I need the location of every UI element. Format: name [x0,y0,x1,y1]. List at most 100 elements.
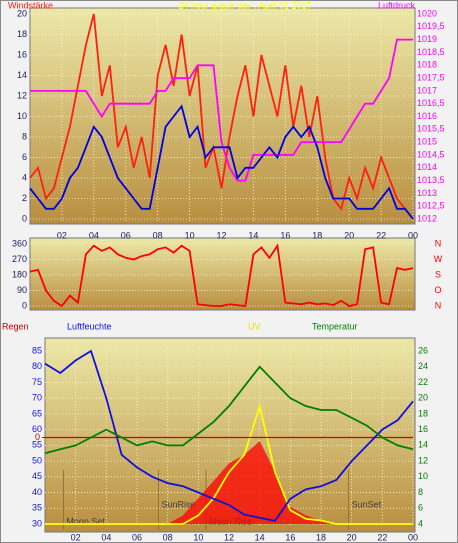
y-tick-label: 55 [32,440,42,450]
y2-tick-label: 1016,5 [417,98,445,108]
x-tick-label: 22 [377,532,387,542]
y2-tick-label: 18 [418,408,428,418]
compass-label: N [435,300,442,310]
y-tick-label: 85 [32,345,42,355]
y2-tick-label: 22 [418,377,428,387]
y-tick-label: 8 [22,131,27,141]
x-tick-label: 00 [408,230,418,240]
x-tick-label: 10 [193,532,203,542]
x-tick-label: 14 [248,230,258,240]
x-tick-label: 20 [347,532,357,542]
x-tick-label: 06 [121,230,131,240]
legend-label: UV [248,321,261,331]
y2-tick-label: 1019 [417,34,437,44]
line [44,349,414,522]
y2-tick-label: 1017 [417,85,437,95]
x-tick-label: 16 [280,230,290,240]
x-tick-label: 04 [101,532,111,542]
y-tick-label: 4 [22,172,27,182]
x-tick-label: 18 [312,230,322,240]
y-tick-label: 20 [17,8,27,18]
compass-label: W [434,254,443,264]
y-tick-label: 75 [32,377,42,387]
y2-tick-label: 10 [418,471,428,481]
y-tick-label: 65 [32,408,42,418]
x-tick-label: 12 [224,532,234,542]
y-tick-label: 30 [32,518,42,528]
y2-tick-label: 1020 [417,8,437,18]
y-tick-label: 270 [12,254,27,264]
y-tick-label: 40 [32,487,42,497]
y2-tick-label: 1012,5 [417,201,445,211]
y2-tick-label: 1014 [417,162,437,172]
y2-tick-label: 24 [418,361,428,371]
x-tick-label: 08 [163,532,173,542]
y2-tick-label: 16 [418,424,428,434]
legend-label: Regen [2,321,29,331]
y2-tick-label: 1013 [417,188,437,198]
y2-tick-label: 1017,5 [417,72,445,82]
y-tick-label: 6 [22,152,27,162]
y-tick-label: 50 [32,455,42,465]
y-tick-label: 180 [12,269,27,279]
y2-tick-label: 1018,5 [417,47,445,57]
y-tick-label: 70 [32,393,42,403]
legend-label: Temperatur [312,321,358,331]
compass-label: S [435,269,441,279]
x-tick-label: 22 [376,230,386,240]
panel [29,237,416,311]
y-tick-label: 360 [12,238,27,248]
y2-tick-label: 26 [418,345,428,355]
y-tick-label: 80 [32,361,42,371]
x-tick-label: 16 [285,532,295,542]
y-tick-label: 0 [22,213,27,223]
compass-label: O [434,285,441,295]
y2-tick-label: 1013,5 [417,175,445,185]
event-label: SunSet [352,499,382,509]
x-tick-label: 06 [132,532,142,542]
event-label: Moon Set [66,516,105,526]
y2-tick-label: 12 [418,455,428,465]
y2-tick-label: 20 [418,393,428,403]
line [29,104,414,220]
compass-label: N [435,238,442,248]
y-tick-label: 12 [17,90,27,100]
y-tick-label: 2 [22,193,27,203]
line [29,13,414,220]
y2-tick-label: 8 [418,487,423,497]
line [30,38,413,182]
y2-tick-label: 1015,5 [417,124,445,134]
y-tick-label: 18 [17,29,27,39]
x-tick-label: 12 [216,230,226,240]
y2-tick-label: 1014,5 [417,149,445,159]
y-tick-label: 35 [32,503,42,513]
x-tick-label: 02 [57,230,67,240]
y-tick-label: 60 [32,424,42,434]
y2-tick-label: 1019,5 [417,21,445,31]
y-tick-label: 16 [17,49,27,59]
line [44,365,414,455]
y2-tick-label: 1015 [417,137,437,147]
x-tick-label: 04 [89,230,99,240]
line [29,243,414,308]
x-tick-label: 02 [71,532,81,542]
y-tick-label: 90 [17,285,27,295]
y-tick-label: 14 [17,70,27,80]
y-tick-label: 45 [32,471,42,481]
y2-label: Luftdruck [378,0,416,10]
y2-tick-label: 1012 [417,213,437,223]
legend-label: Luftfeuchte [67,321,112,331]
y-tick-label: 0 [22,300,27,310]
y2-tick-label: 1018 [417,60,437,70]
y2-tick-label: 6 [418,503,423,513]
x-tick-label: 08 [153,230,163,240]
line [45,403,413,525]
area [45,441,413,524]
y2-tick-label: 14 [418,440,428,450]
x-tick-label: 10 [185,230,195,240]
y2-tick-label: 4 [418,518,423,528]
x-tick-label: 00 [408,532,418,542]
title: 24 hour graph day : April 01 2017 [178,0,311,10]
y2-tick-label: 1016 [417,111,437,121]
